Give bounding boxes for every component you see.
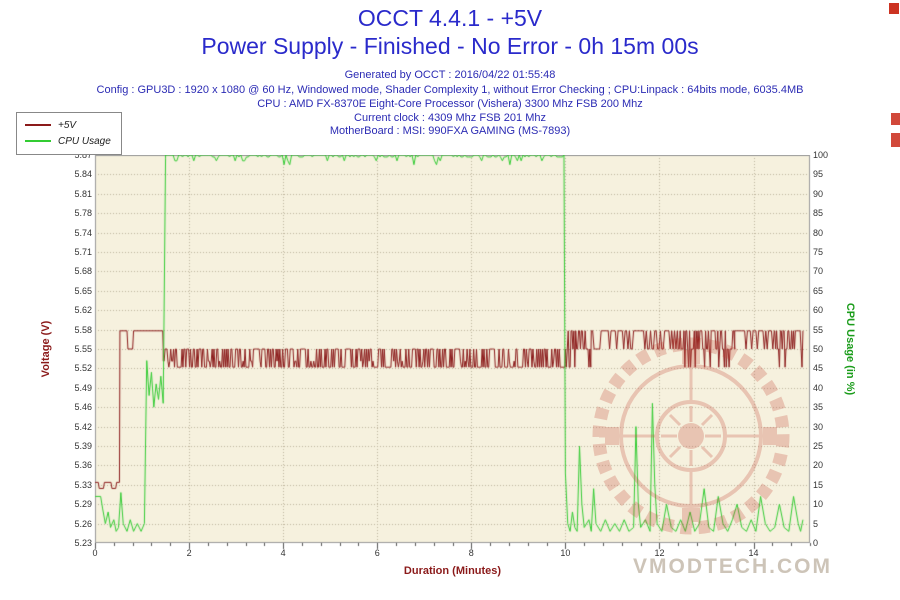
axis-tick-label: 5.74	[74, 227, 92, 238]
axis-tick-label: 5.36	[74, 460, 92, 471]
legend-label-voltage: +5V	[58, 119, 77, 131]
left-axis-tick-labels: 5.23 5.26 5.29 5.33 5.36 5.39 5.42 5.46 5.49 5.52…	[50, 150, 92, 553]
axis-tick-label: 5.49	[74, 382, 92, 393]
axis-tick-label: 5.23	[74, 538, 92, 548]
axis-tick-label: 5.33	[74, 479, 92, 490]
axis-tick-label: 2	[186, 548, 192, 558]
legend-item-voltage: +5V	[25, 117, 111, 133]
axis-tick-label: 15	[813, 479, 824, 490]
axis-tick-label: 5.84	[74, 169, 92, 180]
legend-label-cpu-usage: CPU Usage	[58, 135, 111, 147]
axis-tick-label: 10	[813, 499, 824, 510]
right-axis-tick-labels: 0 5 10 15 20 25 30 35 40 45 50 55 60 65 70 75 80 85 90 95 10…	[813, 150, 849, 553]
axis-tick-label: 10	[560, 548, 571, 558]
axis-tick-label: 5.87	[74, 150, 92, 160]
axis-tick-label: 14	[748, 548, 759, 558]
generated-timestamp: Generated by OCCT : 2016/04/22 01:55:48	[344, 69, 556, 81]
axis-tick-label: 5.62	[74, 305, 92, 316]
axis-tick-label: 5.68	[74, 266, 92, 277]
axis-tick-label: 5	[813, 518, 819, 529]
axis-tick-label: 50	[813, 344, 824, 354]
chart-legend: +5V CPU Usage	[16, 112, 122, 155]
axis-tick-label: 25	[813, 441, 824, 451]
axis-tick-label: 40	[813, 382, 824, 393]
cpu-info-line: CPU : AMD FX-8370E Eight-Core Processor …	[257, 98, 643, 110]
axis-tick-label: 5.46	[74, 402, 92, 413]
axis-tick-label: 100	[813, 150, 829, 160]
axis-tick-label: 30	[813, 421, 824, 432]
axis-tick-label: 95	[813, 169, 824, 180]
left-axis-title: Voltage (V)	[40, 320, 52, 378]
clock-info-line: Current clock : 4309 Mhz FSB 201 Mhz	[354, 112, 546, 124]
red-edge-artifact	[891, 133, 900, 147]
axis-tick-label: 5.55	[74, 344, 92, 354]
axis-tick-label: 0	[813, 538, 819, 548]
axis-tick-label: 65	[813, 285, 824, 296]
axis-tick-label: 80	[813, 227, 824, 238]
axis-tick-label: 8	[468, 548, 474, 558]
axis-tick-label: 90	[813, 188, 824, 199]
cpu-usage-line-swatch	[25, 140, 51, 142]
axis-tick-label: 12	[654, 548, 665, 558]
right-axis-title: CPU Usage (in %)	[844, 302, 856, 396]
axis-tick-label: 6	[374, 548, 380, 558]
axis-tick-label: 5.65	[74, 285, 92, 296]
axis-tick-label: 5.26	[74, 518, 92, 529]
vmodtech-watermark-text: VMODTECH.COM	[633, 555, 832, 578]
config-line: Config : GPU3D : 1920 x 1080 @ 60 Hz, Wi…	[96, 84, 804, 96]
report-title: OCCT 4.4.1 - +5V	[357, 5, 543, 31]
legend-item-cpu-usage: CPU Usage	[25, 133, 111, 149]
axis-tick-label: 5.71	[74, 247, 92, 257]
report-subtitle: Power Supply - Finished - No Error - 0h …	[201, 33, 699, 59]
axis-tick-label: 5.58	[74, 324, 92, 335]
vmodtech-emblem-watermark	[592, 337, 790, 535]
axis-tick-label: 60	[813, 305, 824, 316]
axis-tick-label: 55	[813, 324, 824, 335]
red-edge-artifact	[891, 113, 900, 125]
axis-tick-label: 0	[92, 548, 98, 558]
axis-tick-label: 5.52	[74, 363, 92, 374]
axis-tick-label: 45	[813, 363, 824, 374]
x-axis-tick-labels: 0 2 4 6 8 10 12 14	[87, 548, 818, 560]
chart-canvas	[87, 155, 818, 554]
voltage-line-swatch	[25, 124, 51, 126]
axis-tick-label: 5.39	[74, 441, 92, 451]
red-corner-artifact	[889, 3, 899, 14]
x-axis-title: Duration (Minutes)	[403, 565, 502, 577]
axis-tick-label: 70	[813, 266, 824, 277]
axis-tick-label: 5.29	[74, 499, 92, 510]
axis-tick-label: 4	[280, 548, 286, 558]
axis-tick-label: 75	[813, 247, 824, 257]
axis-tick-label: 5.81	[74, 188, 92, 199]
axis-tick-label: 85	[813, 208, 824, 219]
axis-tick-label: 35	[813, 402, 824, 413]
motherboard-info-line: MotherBoard : MSI: 990FXA GAMING (MS-789…	[329, 125, 571, 137]
axis-tick-label: 5.78	[74, 208, 92, 219]
axis-tick-label: 20	[813, 460, 824, 471]
axis-tick-label: 5.42	[74, 421, 92, 432]
